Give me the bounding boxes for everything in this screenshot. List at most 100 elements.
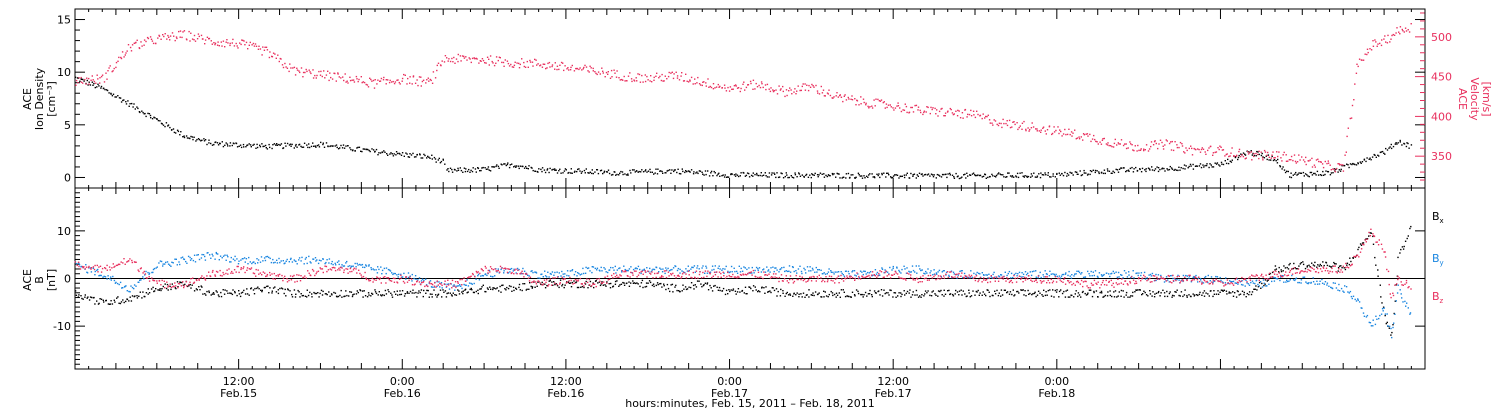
data-point — [401, 276, 404, 278]
data-point — [451, 279, 454, 282]
data-point — [1251, 280, 1254, 282]
data-point — [477, 271, 479, 273]
data-point — [475, 278, 477, 280]
data-point — [399, 83, 401, 85]
data-point — [1214, 162, 1216, 164]
data-point — [706, 275, 708, 278]
data-point — [1078, 136, 1080, 138]
data-point — [695, 172, 697, 174]
data-point — [946, 176, 948, 179]
data-point — [816, 174, 819, 176]
data-point — [422, 79, 425, 81]
data-point — [259, 48, 262, 50]
data-point — [1114, 290, 1117, 292]
data-point — [904, 294, 906, 296]
data-point — [501, 267, 503, 269]
data-point — [514, 165, 516, 167]
data-point — [326, 293, 328, 296]
data-point — [669, 269, 672, 271]
data-point — [1130, 143, 1132, 145]
data-point — [104, 267, 107, 270]
data-point — [908, 270, 910, 273]
data-point — [768, 290, 770, 293]
data-point — [517, 269, 519, 271]
data-point — [940, 289, 942, 292]
data-point — [961, 112, 964, 114]
data-point — [510, 272, 512, 275]
data-point — [997, 173, 999, 175]
data-point — [790, 175, 792, 177]
data-point — [1351, 163, 1353, 166]
data-point — [406, 281, 409, 283]
data-point — [957, 274, 959, 276]
data-point — [1342, 164, 1344, 166]
data-point — [592, 266, 595, 268]
data-point — [531, 167, 533, 169]
data-point — [1234, 282, 1236, 284]
data-point — [996, 123, 998, 126]
data-point — [1141, 167, 1144, 170]
data-point — [1000, 274, 1003, 276]
data-point — [653, 79, 655, 81]
data-point — [703, 276, 705, 279]
data-point — [1200, 166, 1203, 169]
data-point — [1094, 138, 1096, 141]
data-point — [714, 87, 716, 89]
data-point — [1392, 324, 1394, 326]
data-point — [515, 166, 517, 168]
data-point — [269, 274, 271, 276]
data-point — [699, 170, 702, 172]
data-point — [148, 276, 150, 278]
data-point — [371, 80, 373, 82]
data-point — [103, 275, 105, 278]
data-point — [719, 85, 721, 88]
data-point — [1241, 280, 1243, 282]
data-point — [596, 269, 598, 271]
data-point — [1262, 159, 1264, 161]
data-point — [607, 169, 610, 171]
data-point — [1295, 162, 1297, 164]
data-point — [1045, 291, 1047, 293]
data-point — [1091, 138, 1094, 140]
data-point — [785, 270, 787, 272]
data-point — [153, 290, 156, 292]
data-point — [1403, 31, 1405, 33]
data-point — [652, 268, 654, 270]
data-point — [1212, 166, 1215, 168]
data-point — [850, 174, 852, 176]
data-point — [201, 139, 203, 141]
data-point — [736, 272, 739, 274]
data-point — [663, 285, 665, 287]
data-point — [1309, 159, 1311, 161]
data-point — [810, 270, 812, 272]
data-point — [693, 288, 695, 290]
data-point — [685, 268, 687, 270]
data-point — [169, 285, 171, 288]
data-point — [166, 283, 169, 286]
data-point — [254, 287, 256, 290]
data-point — [827, 93, 829, 95]
data-point — [1023, 294, 1025, 296]
data-point — [1159, 295, 1161, 297]
data-point — [1251, 159, 1253, 161]
data-point — [1074, 293, 1076, 295]
data-point — [609, 278, 611, 280]
data-point — [103, 87, 105, 89]
data-point — [629, 276, 631, 278]
data-point — [214, 42, 217, 44]
data-point — [787, 176, 789, 179]
data-point — [1012, 121, 1014, 123]
data-point — [1036, 128, 1038, 130]
data-point — [1003, 289, 1006, 291]
data-point — [459, 55, 462, 57]
data-point — [661, 73, 663, 76]
data-point — [481, 58, 484, 60]
data-point — [1116, 296, 1118, 298]
data-point — [636, 268, 638, 270]
data-point — [589, 171, 591, 173]
data-point — [966, 295, 968, 297]
data-point — [381, 294, 384, 296]
data-point — [421, 282, 423, 284]
data-point — [1120, 295, 1122, 297]
data-point — [981, 117, 983, 120]
